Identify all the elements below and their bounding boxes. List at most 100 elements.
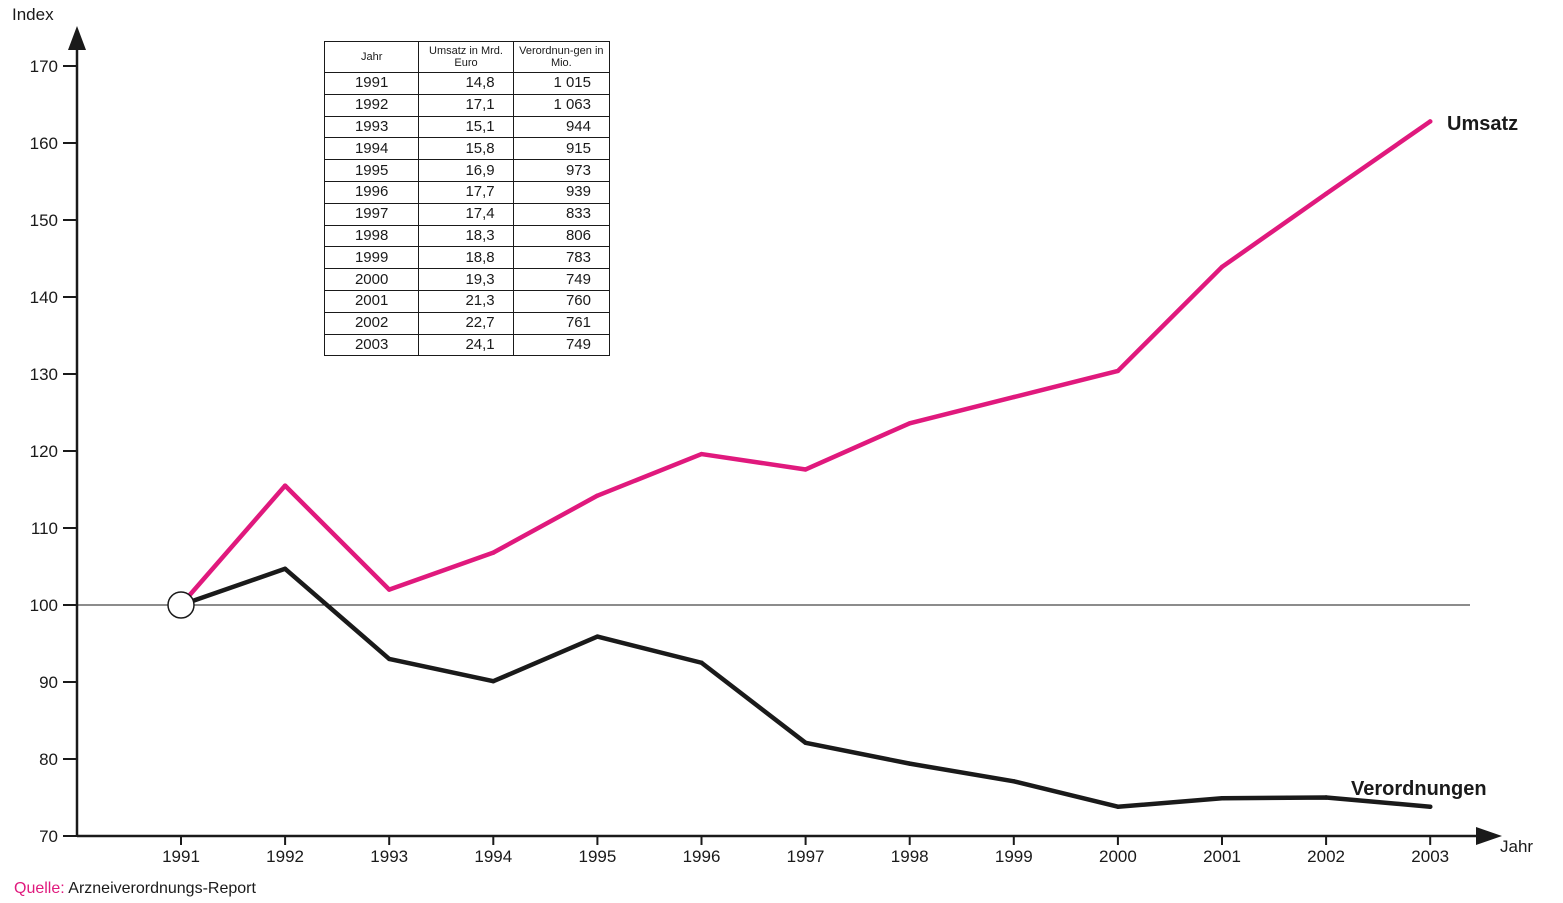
table-row: 2000 19,3 749: [323, 268, 611, 291]
data-point-verordnungen: [1115, 804, 1121, 809]
x-tick-label: 1996: [683, 847, 721, 866]
table-cell-revenue: 14,8: [418, 72, 514, 95]
table-cell-year: 1994: [323, 137, 420, 161]
table-cell-revenue: 18,8: [418, 246, 514, 270]
table-cell-prescriptions: 973: [512, 159, 611, 182]
y-tick-label: 80: [39, 750, 58, 769]
data-point-umsatz: [1323, 191, 1329, 197]
table-header-year: Jahr: [323, 41, 420, 73]
x-tick-label: 1992: [266, 847, 304, 866]
table-cell-revenue: 17,4: [418, 202, 514, 226]
table-row: 1998 18,3 806: [323, 224, 611, 248]
data-point-umsatz: [282, 483, 288, 488]
data-point-verordnungen: [699, 660, 704, 665]
table-cell-prescriptions: 760: [512, 289, 611, 313]
y-tick-label: 170: [30, 57, 58, 76]
x-tick-label: 2002: [1307, 847, 1345, 866]
data-point-verordnungen: [387, 656, 392, 662]
table-cell-year: 1996: [323, 180, 420, 204]
data-point-umsatz: [907, 421, 912, 426]
data-point-umsatz: [1011, 394, 1016, 400]
data-point-verordnungen: [907, 761, 912, 766]
data-point-verordnungen: [595, 634, 600, 639]
data-table: Jahr Umsatz in Mrd. Euro Verordnun-gen i…: [323, 41, 611, 357]
table-row: 1992 17,1 1 063: [323, 93, 611, 117]
table-cell-prescriptions: 806: [512, 224, 611, 248]
table-header-revenue: Umsatz in Mrd. Euro: [418, 41, 514, 73]
table-cell-prescriptions: 783: [512, 246, 611, 270]
table-row: 2002 22,7 761: [323, 311, 611, 335]
table-cell-revenue: 15,8: [418, 137, 514, 161]
data-point-umsatz: [595, 493, 600, 498]
y-tick-label: 140: [30, 288, 58, 307]
table-cell-revenue: 22,7: [418, 311, 514, 335]
y-tick-label: 150: [30, 211, 58, 230]
series-line-verordnungen: [178, 566, 1433, 809]
data-point-verordnungen: [1011, 779, 1016, 784]
x-tick-label: 1995: [578, 847, 616, 866]
table-row: 2003 24,1 749: [323, 333, 611, 357]
x-axis-title: Jahr: [1500, 837, 1533, 856]
table-cell-revenue: 16,9: [418, 159, 514, 182]
y-axis-title: Index: [12, 5, 54, 24]
table-cell-prescriptions: 939: [512, 180, 611, 204]
y-tick-label: 110: [31, 519, 58, 538]
x-tick-label: 2001: [1203, 847, 1241, 866]
table-cell-year: 1999: [323, 246, 420, 270]
y-tick-label: 120: [30, 442, 58, 461]
table-row: 1991 14,8 1 015: [323, 72, 611, 95]
y-tick-label: 70: [39, 827, 58, 846]
table-cell-revenue: 15,1: [418, 115, 514, 139]
data-point-verordnungen: [1219, 796, 1225, 801]
table-header-prescriptions: Verordnun-gen in Mio.: [512, 41, 611, 73]
data-point-umsatz: [803, 467, 808, 472]
table-row: 1996 17,7 939: [323, 180, 611, 204]
source-value: Arzneiverordnungs-Report: [64, 880, 256, 897]
data-point-verordnungen: [491, 679, 496, 684]
source-key: Quelle:: [14, 880, 65, 897]
table-cell-revenue: 17,7: [418, 180, 514, 204]
x-tick-label: 1997: [787, 847, 825, 866]
table-cell-year: 1993: [323, 115, 420, 139]
table-row: 1994 15,8 915: [323, 137, 611, 161]
x-tick-label: 1993: [370, 847, 408, 866]
table-cell-revenue: 17,1: [418, 93, 514, 117]
x-tick-label: 1998: [891, 847, 929, 866]
table-cell-revenue: 18,3: [418, 224, 514, 248]
y-tick-label: 90: [39, 673, 58, 692]
table-cell-prescriptions: 1 015: [512, 72, 611, 95]
series-label-verordnungen: Verordnungen: [1351, 778, 1487, 800]
x-tick-label: 2000: [1099, 847, 1137, 866]
table-cell-year: 2002: [323, 311, 420, 335]
table-cell-prescriptions: 944: [512, 115, 611, 139]
x-tick-label: 1994: [474, 847, 512, 866]
table-cell-year: 2003: [323, 333, 420, 357]
table-cell-prescriptions: 761: [512, 311, 611, 335]
data-point-verordnungen: [282, 566, 288, 572]
table-cell-prescriptions: 749: [512, 333, 611, 357]
table-cell-prescriptions: 915: [512, 137, 611, 161]
y-tick-label: 100: [30, 596, 58, 615]
table-cell-revenue: 24,1: [418, 333, 514, 357]
data-point-umsatz: [1219, 264, 1225, 270]
y-tick-label: 130: [30, 365, 58, 384]
table-cell-year: 1998: [323, 224, 420, 248]
table-cell-prescriptions: 833: [512, 202, 611, 226]
table-row: 2001 21,3 760: [323, 289, 611, 313]
table-cell-year: 1997: [323, 202, 420, 226]
table-cell-year: 2000: [323, 268, 420, 291]
source-note: Quelle: Arzneiverordnungs-Report: [14, 880, 256, 898]
table-cell-prescriptions: 1 063: [512, 93, 611, 117]
start-marker: [167, 591, 195, 619]
table-header-row: Jahr Umsatz in Mrd. Euro Verordnun-gen i…: [323, 41, 611, 73]
table-cell-year: 1992: [323, 93, 420, 117]
y-tick-label: 160: [30, 134, 58, 153]
x-axis-arrow: [1476, 827, 1502, 845]
table-cell-year: 1995: [323, 159, 420, 182]
table-cell-revenue: 21,3: [418, 289, 514, 313]
y-axis-arrow: [68, 26, 86, 50]
data-point-verordnungen: [1428, 804, 1433, 809]
data-point-umsatz: [1115, 368, 1121, 374]
table-row: 1995 16,9 973: [323, 159, 611, 182]
